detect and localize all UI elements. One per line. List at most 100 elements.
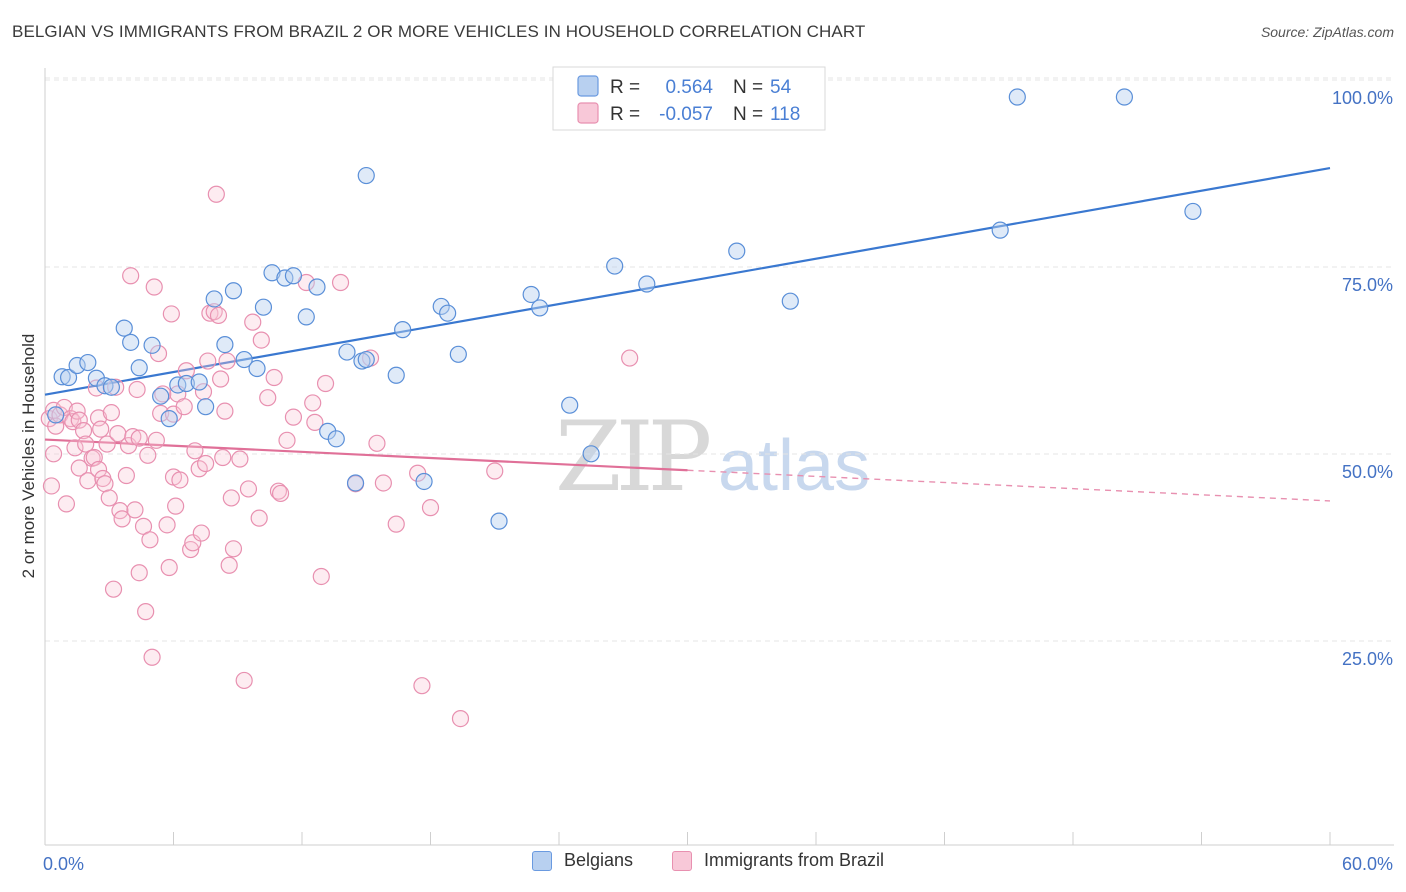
brazil-point	[194, 383, 213, 401]
brazil-point	[175, 398, 193, 416]
belgians-point	[143, 336, 161, 354]
belgians-point	[177, 374, 195, 393]
brazil-point	[304, 394, 322, 412]
belgians-point	[53, 368, 71, 386]
brazil-point	[451, 709, 470, 728]
belgians-point	[449, 345, 467, 363]
brazil-point	[244, 313, 262, 331]
brazil-point	[128, 380, 146, 399]
brazil-point	[182, 540, 200, 559]
stats-swatch-belgians	[577, 75, 599, 97]
belgians-point	[224, 282, 243, 300]
belgians-point	[308, 278, 326, 296]
brazil-point	[184, 534, 202, 552]
brazil-point	[89, 460, 108, 479]
brazil-point	[107, 378, 125, 396]
legend-item-belgians[interactable]: Belgians	[532, 850, 633, 871]
brazil-point	[167, 497, 185, 515]
belgians-point	[327, 430, 345, 448]
brazil-point	[259, 389, 277, 407]
belgians-point	[490, 512, 508, 530]
belgians-point	[582, 445, 600, 463]
brazil-trend-line	[44, 438, 688, 472]
belgians-point	[338, 343, 356, 361]
belgians-point	[79, 353, 97, 372]
belgians-point	[169, 376, 187, 394]
stats-n-label-1: N =	[733, 77, 763, 98]
belgians-point	[781, 292, 799, 310]
brazil-point	[44, 445, 63, 463]
brazil-point	[141, 531, 159, 549]
brazil-point	[154, 385, 172, 403]
brazil-point	[113, 510, 131, 528]
brazil-point	[122, 267, 140, 285]
brazil-point	[284, 408, 303, 426]
x-tick-label: 60.0%	[1342, 854, 1393, 874]
brazil-point	[160, 558, 178, 577]
y-tick-labels: 100.0% 75.0% 50.0% 25.0%	[1332, 88, 1393, 669]
belgians-point	[248, 359, 266, 378]
stats-n-value-1: 54	[770, 77, 792, 98]
brazil-point	[98, 435, 116, 453]
y-tick-label: 100.0%	[1332, 88, 1393, 108]
belgians-point	[68, 356, 86, 375]
y-tick-label: 75.0%	[1342, 275, 1393, 295]
brazil-point	[137, 603, 155, 621]
belgians-point	[130, 359, 148, 377]
belgians-point	[531, 299, 549, 317]
brazil-point	[368, 434, 386, 452]
belgians-point	[205, 290, 223, 308]
legend-item-brazil[interactable]: Immigrants from Brazil	[672, 850, 884, 871]
source-credit: Source: ZipAtlas.com	[1260, 24, 1394, 40]
brazil-point	[199, 352, 217, 370]
belgians-point	[190, 373, 208, 391]
legend-label-belgians: Belgians	[564, 850, 634, 870]
brazil-point	[306, 413, 324, 431]
belgians-point	[115, 319, 133, 337]
brazil-point	[66, 439, 84, 457]
legend-label-brazil: Immigrants from Brazil	[704, 850, 885, 870]
brazil-point	[216, 402, 234, 420]
x-tick-label: 0.0%	[43, 854, 84, 874]
data-points	[40, 88, 1202, 728]
brazil-point	[162, 305, 180, 323]
brazil-point	[252, 331, 270, 349]
brazil-point	[218, 352, 236, 370]
belgians-point	[561, 396, 579, 414]
belgians-point	[991, 221, 1009, 239]
stats-r-label-1: R =	[610, 77, 640, 98]
x-tick-labels: 0.0% 60.0%	[43, 854, 1393, 874]
trend-lines	[44, 166, 1331, 502]
brazil-point	[387, 515, 405, 533]
brazil-point	[171, 471, 189, 489]
brazil-point	[158, 516, 176, 534]
brazil-point	[130, 564, 148, 582]
brazil-point	[235, 671, 253, 690]
brazil-point	[145, 278, 163, 296]
brazil-point	[421, 499, 440, 517]
y-tick-label: 25.0%	[1342, 649, 1393, 669]
watermark-atlas: atlas	[718, 426, 870, 506]
brazil-point	[117, 466, 135, 485]
stats-r-value-1: 0.564	[665, 77, 713, 98]
belgians-point	[346, 474, 365, 492]
brazil-point	[177, 362, 195, 380]
brazil-point	[269, 482, 288, 500]
brazil-point	[186, 442, 204, 460]
brazil-point	[126, 501, 144, 519]
brazil-point	[222, 489, 240, 507]
belgians-point	[122, 333, 140, 351]
chart-title: BELGIAN VS IMMIGRANTS FROM BRAZIL 2 OR M…	[12, 22, 866, 41]
belgians-point	[357, 166, 375, 185]
axes	[44, 68, 1394, 846]
belgians-point	[263, 264, 281, 282]
stats-r-value-2: -0.057	[659, 104, 713, 125]
belgians-point	[59, 368, 78, 387]
brazil-point	[271, 484, 290, 503]
stats-n-label-2: N =	[733, 104, 763, 125]
belgians-point	[284, 267, 303, 285]
y-tick-label: 50.0%	[1342, 462, 1393, 482]
brazil-point	[621, 349, 639, 367]
brazil-point	[152, 404, 170, 423]
brazil-point	[486, 462, 504, 480]
